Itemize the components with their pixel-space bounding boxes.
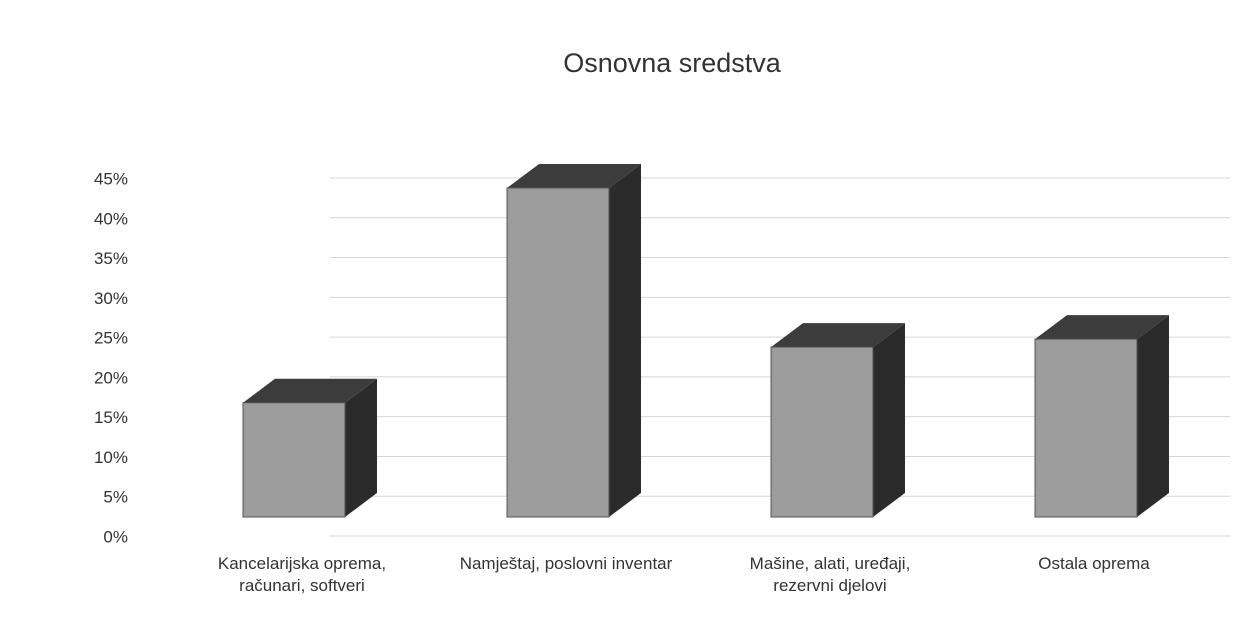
bar [242, 402, 346, 518]
y-tick-label: 40% [94, 209, 128, 228]
y-tick-label: 35% [94, 249, 128, 268]
y-tick-label: 0% [103, 527, 128, 546]
chart-title: Osnovna sredstva [563, 48, 782, 78]
y-tick-label: 10% [94, 448, 128, 467]
bar-side [1137, 315, 1169, 517]
y-tick-label: 30% [94, 289, 128, 308]
x-tick-label: Namještaj, poslovni inventar [459, 554, 673, 573]
bar-side [345, 378, 377, 517]
x-tick-label: Mašine, alati, uređaji, rezervni djelovi [749, 554, 911, 595]
bar [1034, 338, 1138, 518]
y-tick-label: 15% [94, 408, 128, 427]
bar-top [507, 163, 641, 188]
y-tick-label: 45% [94, 169, 128, 188]
x-tick-label: Kancelarijska oprema, računari, softveri [217, 554, 387, 595]
y-tick-label: 5% [103, 488, 128, 507]
bar-top [1035, 315, 1169, 340]
bar [506, 187, 610, 518]
bar-top [243, 378, 377, 403]
bar-side [873, 323, 905, 517]
x-tick-label: Ostala oprema [1038, 554, 1150, 573]
bar-side [609, 163, 641, 517]
bar-top [771, 323, 905, 348]
y-tick-label: 20% [94, 368, 128, 387]
bar [770, 346, 874, 518]
y-tick-label: 25% [94, 329, 128, 348]
